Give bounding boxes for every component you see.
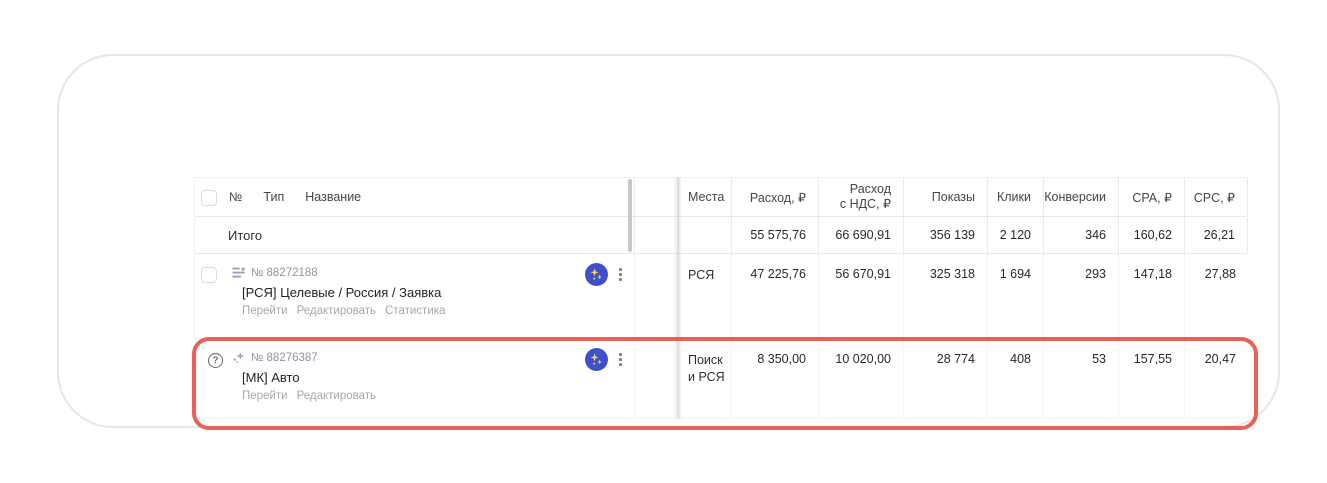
clicks-value: 408	[987, 339, 1043, 418]
campaign-name-link[interactable]: [МК] Авто	[242, 370, 300, 385]
column-header-spend[interactable]: Расход, ₽	[731, 178, 818, 216]
spend-vat-line2: с НДС, ₽	[839, 197, 891, 211]
select-all-cell	[195, 178, 228, 216]
spend-vat-line1: Расход	[849, 182, 891, 196]
help-icon[interactable]: ?	[208, 353, 223, 368]
row-select-cell	[195, 254, 228, 338]
totals-places	[678, 217, 731, 253]
spacer-cell	[635, 178, 678, 216]
campaign-id: № 88272188	[251, 266, 318, 279]
campaign-id-line: № 88276387	[232, 351, 634, 364]
go-link[interactable]: Перейти	[242, 305, 288, 317]
column-header-places[interactable]: Места	[678, 178, 731, 216]
shows-value: 28 774	[903, 339, 987, 418]
clicks-value: 1 694	[987, 254, 1043, 338]
totals-row: Итого 55 575,76 66 690,91 356 139 2 120 …	[195, 217, 1248, 254]
edit-link[interactable]: Редактировать	[296, 390, 377, 402]
totals-clicks: 2 120	[987, 217, 1043, 253]
scrollbar-thumb[interactable]	[628, 179, 632, 252]
cpa-value: 157,55	[1118, 339, 1184, 418]
row-checkbox[interactable]	[201, 267, 217, 283]
frozen-column-shadow	[674, 177, 682, 419]
spacer-cell	[635, 217, 678, 253]
column-header-cpa[interactable]: CPA, ₽	[1118, 178, 1184, 216]
ai-assistant-button[interactable]	[585, 348, 608, 371]
select-all-checkbox[interactable]	[201, 190, 217, 206]
column-header-clicks[interactable]: Клики	[987, 178, 1043, 216]
campaign-name-link[interactable]: [РСЯ] Целевые / Россия / Заявка	[242, 285, 442, 300]
totals-cpa: 160,62	[1118, 217, 1184, 253]
totals-spend-vat: 66 690,91	[818, 217, 903, 253]
name-header-cell: № Тип Название	[228, 178, 635, 216]
column-header-shows[interactable]: Показы	[903, 178, 987, 216]
totals-spend: 55 575,76	[731, 217, 818, 253]
cpa-value: 147,18	[1118, 254, 1184, 338]
stats-link[interactable]: Статистика	[385, 305, 446, 317]
ai-sparkles-icon	[585, 263, 608, 286]
shows-value: 325 318	[903, 254, 987, 338]
row-menu-button[interactable]	[615, 265, 626, 284]
ai-sparkles-icon	[585, 348, 608, 371]
totals-cpc: 26,21	[1184, 217, 1248, 253]
totals-shows: 356 139	[903, 217, 987, 253]
places-value: РСЯ	[678, 254, 731, 338]
spend-vat-value: 56 670,91	[818, 254, 903, 338]
text-campaign-icon	[232, 267, 245, 278]
content-card: № Тип Название Места Расход, ₽ Расход с …	[57, 54, 1280, 430]
column-header-number[interactable]: №	[229, 190, 243, 204]
edit-link[interactable]: Редактировать	[296, 305, 377, 317]
help-glyph: ?	[212, 354, 219, 366]
campaign-cell: № 88276387 [МК] Авто Перейти Редактирова…	[228, 339, 635, 418]
spend-vat-value: 10 020,00	[818, 339, 903, 418]
campaign-wizard-icon	[233, 352, 245, 363]
spend-value: 47 225,76	[731, 254, 818, 338]
campaigns-table: № Тип Название Места Расход, ₽ Расход с …	[192, 177, 1258, 430]
go-link[interactable]: Перейти	[242, 390, 288, 402]
row-actions	[585, 348, 626, 371]
column-header-cpc[interactable]: CPC, ₽	[1184, 178, 1248, 216]
totals-label-cell: Итого	[228, 217, 635, 253]
spacer-cell	[635, 339, 678, 418]
campaign-id-line: № 88272188	[232, 266, 634, 279]
column-header-conversions[interactable]: Конверсии	[1043, 178, 1118, 216]
places-value: Поиск и РСЯ	[678, 339, 731, 418]
conversions-value: 293	[1043, 254, 1118, 338]
spend-value: 8 350,00	[731, 339, 818, 418]
campaign-cell: № 88272188 [РСЯ] Целевые / Россия / Заяв…	[228, 254, 635, 338]
conversions-value: 53	[1043, 339, 1118, 418]
row-actions	[585, 263, 626, 286]
campaign-row-mk: ? № 88276387 [МК] Ав	[195, 339, 1247, 419]
ai-assistant-button[interactable]	[585, 263, 608, 286]
campaign-links: Перейти Редактировать	[242, 390, 634, 402]
campaign-links: Перейти Редактировать Статистика	[242, 305, 634, 317]
table-header-row: № Тип Название Места Расход, ₽ Расход с …	[195, 177, 1248, 217]
row-menu-button[interactable]	[615, 350, 626, 369]
column-header-type[interactable]: Тип	[263, 190, 285, 204]
cpc-value: 20,47	[1184, 339, 1248, 418]
totals-empty-cell	[195, 217, 228, 253]
cpc-value: 27,88	[1184, 254, 1248, 338]
column-header-name[interactable]: Название	[305, 190, 362, 204]
spacer-cell	[635, 254, 678, 338]
column-header-spend-vat[interactable]: Расход с НДС, ₽	[818, 178, 903, 216]
row-help-cell: ?	[195, 339, 228, 418]
campaign-row-rsya: № 88272188 [РСЯ] Целевые / Россия / Заяв…	[195, 254, 1247, 339]
campaign-id: № 88276387	[251, 351, 318, 364]
totals-conversions: 346	[1043, 217, 1118, 253]
totals-label: Итого	[228, 228, 263, 243]
